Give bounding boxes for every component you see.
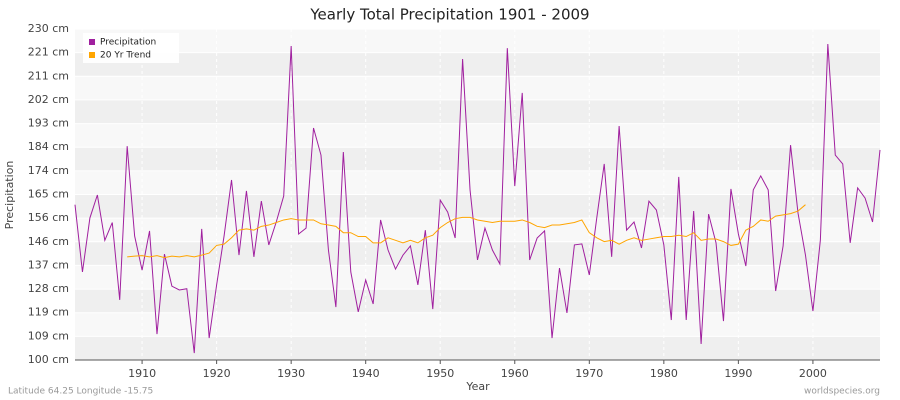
line-series [74,43,881,354]
y-tick-label: 128 cm [28,282,69,295]
y-tick-label: 119 cm [28,306,69,319]
x-tick-label: 1960 [501,367,529,380]
chart-title: Yearly Total Precipitation 1901 - 2009 [309,6,589,24]
y-tick-label: 211 cm [28,69,69,82]
x-tick-label: 1970 [575,367,603,380]
grid-band [75,241,880,266]
grid-band [75,336,880,360]
y-tick-label: 184 cm [28,140,69,153]
x-tick-label: 1980 [650,367,678,380]
grid-band [75,52,880,77]
x-tick-label: 1910 [128,367,156,380]
grid-band [75,289,880,313]
legend-swatch [89,39,95,45]
x-tick-label: 1920 [203,367,231,380]
y-tick-label: 165 cm [28,188,69,201]
x-tick-label: 1950 [426,367,454,380]
y-tick-label: 156 cm [28,211,69,224]
y-tick-label: 100 cm [28,353,69,366]
y-tick-label: 202 cm [28,93,69,106]
grid-band [75,99,880,124]
line-series [127,204,806,259]
footer-location: Latitude 64.25 Longitude -15.75 [8,387,153,397]
x-tick-label: 1930 [277,367,305,380]
y-tick-label: 221 cm [28,46,69,59]
y-tick-label: 193 cm [28,117,69,130]
y-tick-label: 230 cm [28,22,69,35]
x-tick-label: 2000 [799,367,827,380]
x-axis-label: Year [465,380,490,393]
y-tick-label: 146 cm [28,235,69,248]
legend-swatch [89,52,95,58]
grid-band [75,194,880,219]
y-tick-label: 109 cm [28,329,69,342]
legend-label: 20 Yr Trend [100,51,151,61]
x-tick-label: 1990 [724,367,752,380]
legend-box [83,33,179,63]
y-tick-label: 137 cm [28,258,69,271]
legend-label: Precipitation [100,38,156,48]
y-tick-label: 174 cm [28,164,69,177]
footer-source: worldspecies.org [804,387,880,397]
x-tick-label: 1940 [352,367,380,380]
grid-band [75,147,880,171]
y-axis-label: Precipitation [3,161,16,230]
